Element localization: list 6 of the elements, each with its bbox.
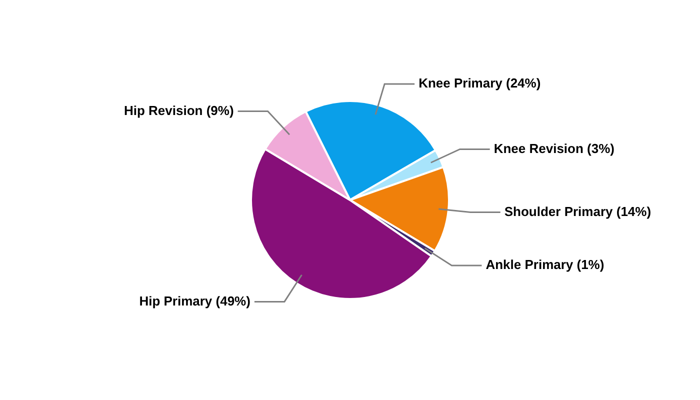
slice-label: Hip Primary (49%) bbox=[139, 293, 250, 308]
slice-label: Knee Revision (3%) bbox=[494, 140, 614, 156]
slice-label: Knee Primary (24%) bbox=[418, 76, 541, 91]
slice-label: Shoulder Primary (14%) bbox=[504, 204, 652, 219]
slice-label: Hip Revision (9%) bbox=[124, 102, 234, 118]
slice-label: Ankle Primary (1%) bbox=[486, 257, 604, 272]
